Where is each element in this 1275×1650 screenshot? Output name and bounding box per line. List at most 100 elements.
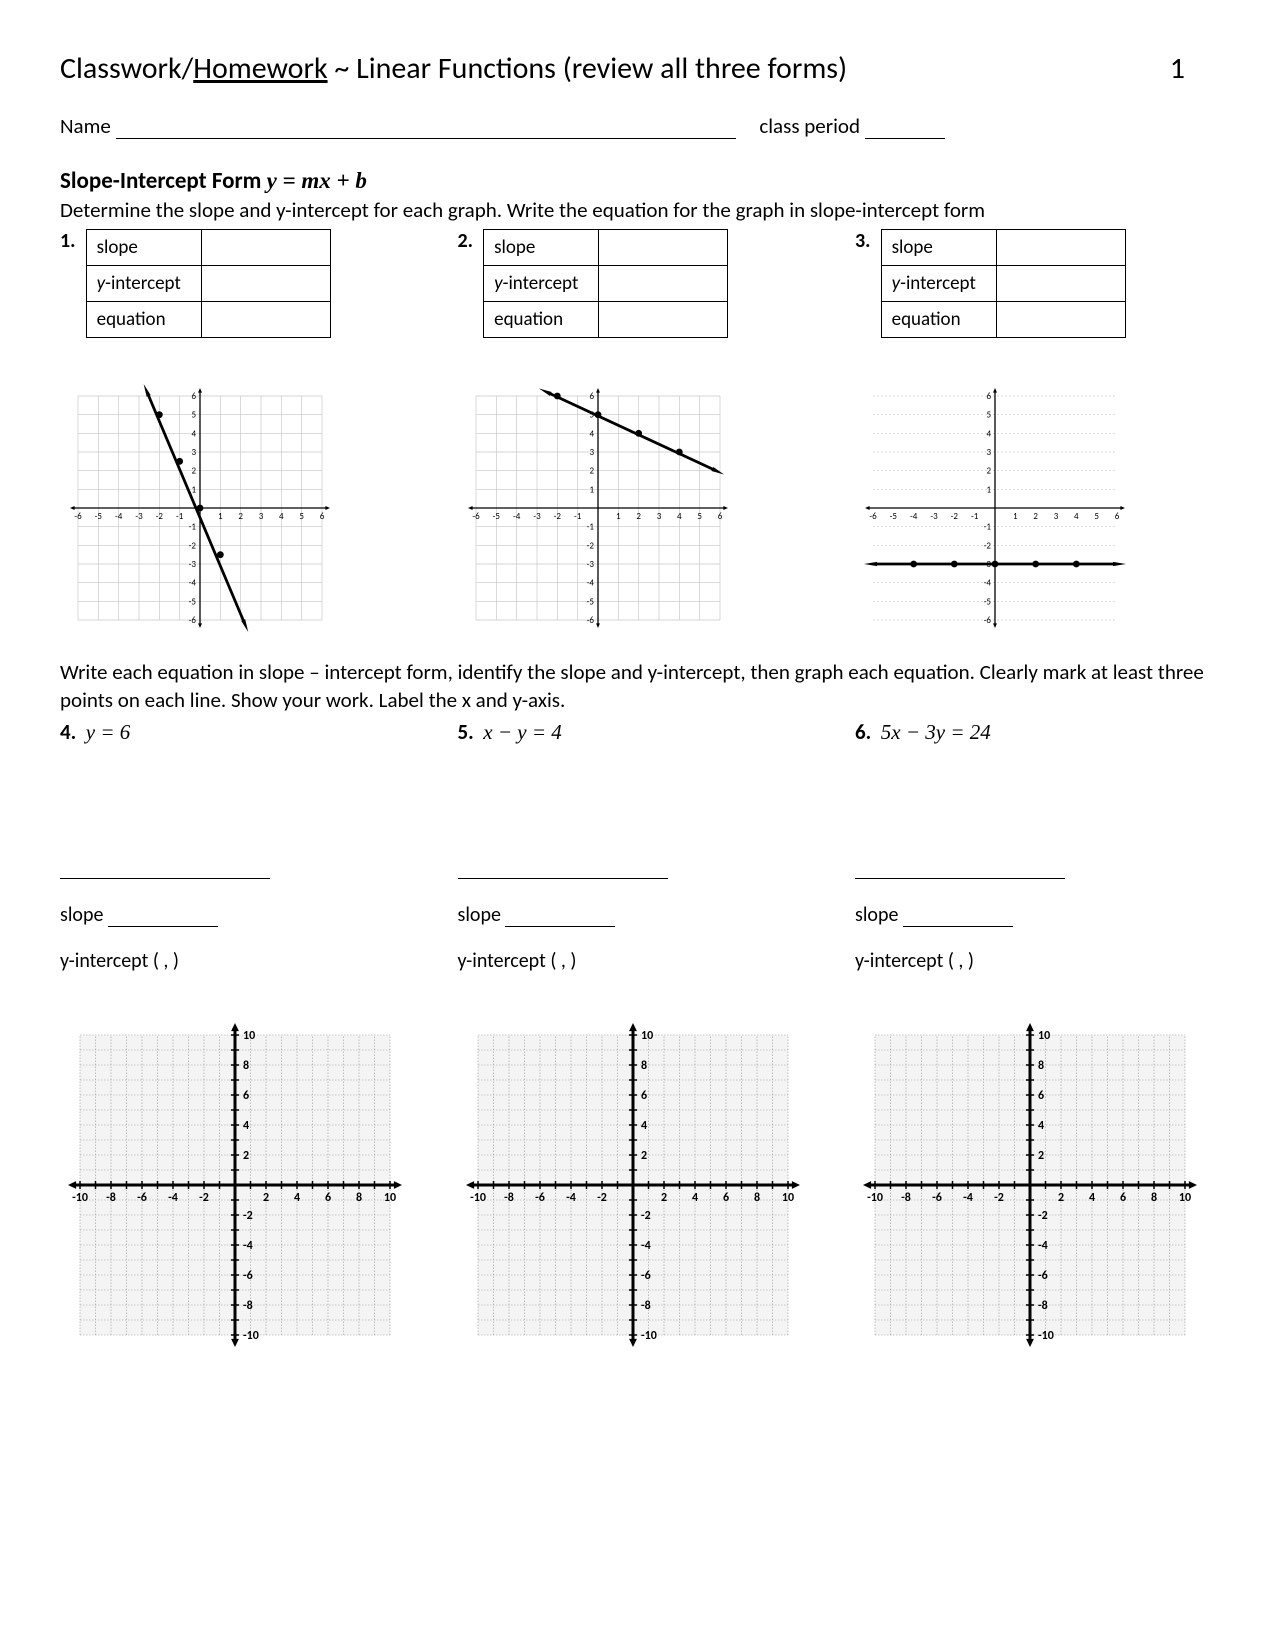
q2-eq-blank[interactable]: [599, 302, 728, 338]
problems-1-3-graphs: -6-5-4-3-2-1123456-6-5-4-3-2-1123456 -6-…: [60, 338, 1215, 638]
q2-slope-blank[interactable]: [599, 230, 728, 266]
svg-text:-10: -10: [243, 1329, 259, 1343]
svg-text:-5: -5: [492, 511, 500, 522]
svg-text:3: 3: [259, 511, 264, 522]
svg-text:-2: -2: [243, 1209, 253, 1223]
svg-text:-4: -4: [910, 511, 918, 522]
q4-number: 4.: [60, 719, 76, 745]
svg-text:2: 2: [263, 1191, 269, 1205]
svg-text:-2: -2: [553, 511, 561, 522]
q5-graph: -10-10-8-8-6-6-4-4-2-2224466881010: [458, 1015, 818, 1355]
svg-text:1: 1: [1013, 511, 1018, 522]
svg-text:-1: -1: [971, 511, 979, 522]
svg-text:-5: -5: [189, 596, 197, 607]
name-row: Name class period: [60, 113, 1215, 139]
svg-text:6: 6: [243, 1089, 249, 1103]
q5-eq-blank[interactable]: [458, 865, 668, 879]
problem-1: 1. slope y-intercept equation: [60, 229, 420, 338]
q3-eq-blank[interactable]: [996, 302, 1125, 338]
svg-text:10: 10: [1038, 1029, 1050, 1043]
svg-text:6: 6: [320, 511, 325, 522]
q1-eq-blank[interactable]: [201, 302, 330, 338]
svg-text:-6: -6: [984, 615, 992, 626]
svg-text:-1: -1: [586, 522, 594, 533]
svg-text:8: 8: [1038, 1059, 1044, 1073]
q1-number: 1.: [60, 229, 78, 253]
svg-text:-6: -6: [586, 615, 594, 626]
svg-text:-2: -2: [994, 1191, 1004, 1205]
svg-text:-3: -3: [135, 511, 143, 522]
name-blank[interactable]: [116, 138, 736, 139]
q4-equation: y = 6: [86, 720, 131, 744]
q6-slope-blank[interactable]: [903, 915, 1013, 927]
q2-yint-blank[interactable]: [599, 266, 728, 302]
problems-4-6-graphs: -10-10-8-8-6-6-4-4-2-2224466881010 -10-1…: [60, 1015, 1215, 1355]
svg-text:1: 1: [986, 484, 991, 495]
q4-slope-blank[interactable]: [108, 915, 218, 927]
svg-text:4: 4: [1038, 1119, 1044, 1133]
svg-text:-4: -4: [1038, 1239, 1048, 1253]
svg-text:3: 3: [589, 447, 594, 458]
q6-number: 6.: [855, 719, 871, 745]
problems-4-6-blanks: slope y-intercept ( , ) slope y-intercep…: [60, 855, 1215, 1015]
svg-text:-10: -10: [72, 1191, 88, 1205]
svg-text:10: 10: [384, 1191, 396, 1205]
svg-text:4: 4: [191, 428, 196, 439]
q3-slope-blank[interactable]: [996, 230, 1125, 266]
svg-text:6: 6: [717, 511, 722, 522]
svg-text:3: 3: [191, 447, 196, 458]
svg-text:4: 4: [691, 1191, 697, 1205]
worksheet-page: Classwork/Homework ~ Linear Functions (r…: [0, 0, 1275, 1650]
problem-6: 6. 5x − 3y = 24: [855, 719, 1215, 745]
svg-text:8: 8: [753, 1191, 759, 1205]
svg-text:10: 10: [1179, 1191, 1191, 1205]
q2-table: slope y-intercept equation: [483, 229, 728, 338]
svg-text:2: 2: [238, 511, 243, 522]
svg-text:1: 1: [218, 511, 223, 522]
svg-text:-5: -5: [586, 596, 594, 607]
svg-text:-5: -5: [984, 596, 992, 607]
svg-text:-10: -10: [470, 1191, 486, 1205]
svg-text:-10: -10: [867, 1191, 883, 1205]
svg-text:-6: -6: [641, 1269, 651, 1283]
q2-yint-label: y-intercept: [484, 266, 599, 302]
q6-eq-blank[interactable]: [855, 865, 1065, 879]
svg-text:-6: -6: [1038, 1269, 1048, 1283]
svg-text:3: 3: [656, 511, 661, 522]
page-title: Classwork/Homework ~ Linear Functions (r…: [60, 50, 1215, 87]
q5-blanks: slope y-intercept ( , ): [458, 855, 818, 1005]
q1-table: slope y-intercept equation: [86, 229, 331, 338]
svg-text:-6: -6: [189, 615, 197, 626]
svg-text:4: 4: [243, 1119, 249, 1133]
q5-slope-blank[interactable]: [505, 915, 615, 927]
title-underline: Homework: [193, 50, 327, 87]
q3-yint-label: y-intercept: [881, 266, 996, 302]
q6-blanks: slope y-intercept ( , ): [855, 855, 1215, 1005]
svg-text:3: 3: [986, 447, 991, 458]
svg-text:-8: -8: [106, 1191, 116, 1205]
q1-yint-blank[interactable]: [201, 266, 330, 302]
svg-text:1: 1: [191, 484, 196, 495]
q1-slope-label: slope: [86, 230, 201, 266]
svg-text:6: 6: [986, 391, 991, 402]
q3-yint-blank[interactable]: [996, 266, 1125, 302]
svg-text:10: 10: [243, 1029, 255, 1043]
svg-text:-6: -6: [74, 511, 82, 522]
class-period-blank[interactable]: [865, 138, 945, 139]
q3-slope-label: slope: [881, 230, 996, 266]
q4-blanks: slope y-intercept ( , ): [60, 855, 420, 1005]
title-pre: Classwork/: [60, 50, 193, 87]
svg-text:-5: -5: [890, 511, 898, 522]
svg-text:-2: -2: [641, 1209, 651, 1223]
q4-slope-label: slope: [60, 903, 103, 927]
svg-text:4: 4: [1074, 511, 1079, 522]
svg-text:-3: -3: [533, 511, 541, 522]
q1-slope-blank[interactable]: [201, 230, 330, 266]
svg-text:-4: -4: [586, 578, 594, 589]
svg-text:2: 2: [1033, 511, 1038, 522]
q4-eq-blank[interactable]: [60, 865, 270, 879]
svg-text:-8: -8: [243, 1299, 253, 1313]
svg-text:-8: -8: [901, 1191, 911, 1205]
svg-text:4: 4: [279, 511, 284, 522]
svg-text:-6: -6: [137, 1191, 147, 1205]
